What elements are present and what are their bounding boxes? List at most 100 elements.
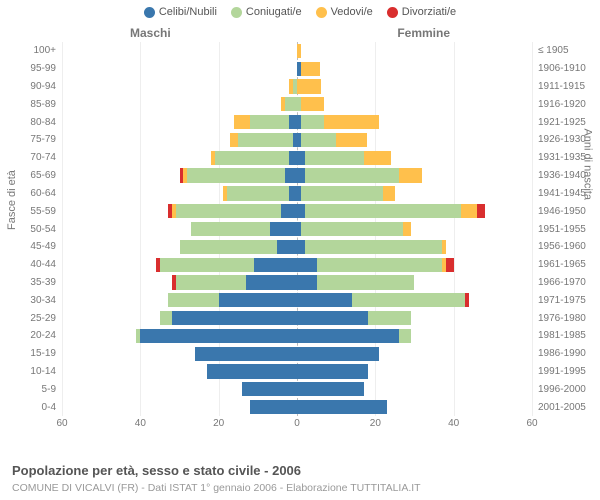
segment-married (176, 275, 247, 289)
segment-married (368, 311, 411, 325)
bar-male (62, 275, 297, 289)
segment-married (305, 204, 462, 218)
age-row: 5-91996-2000 (62, 380, 532, 398)
age-label: 90-94 (30, 81, 56, 92)
bar-female (297, 329, 532, 343)
segment-married (250, 115, 289, 129)
legend-label: Divorziati/e (402, 6, 456, 18)
age-label: 70-74 (30, 152, 56, 163)
bar-male (62, 62, 297, 76)
segment-widowed (230, 133, 238, 147)
bar-male (62, 329, 297, 343)
segment-single (297, 329, 399, 343)
segment-widowed (297, 79, 321, 93)
segment-divorced (477, 204, 485, 218)
bar-female (297, 44, 532, 58)
segment-single (289, 186, 297, 200)
age-row: 25-291976-1980 (62, 309, 532, 327)
age-row: 80-841921-1925 (62, 113, 532, 131)
age-label: 30-34 (30, 295, 56, 306)
bar-male (62, 79, 297, 93)
segment-divorced (446, 258, 454, 272)
bar-female (297, 240, 532, 254)
birth-year-label: 1941-1945 (538, 188, 586, 199)
segment-widowed (324, 115, 379, 129)
bar-male (62, 364, 297, 378)
segment-married (180, 240, 278, 254)
segment-married (160, 311, 172, 325)
age-row: 65-691936-1940 (62, 167, 532, 185)
legend-item: Coniugati/e (231, 6, 302, 18)
segment-married (399, 329, 411, 343)
age-row: 90-941911-1915 (62, 78, 532, 96)
bar-female (297, 311, 532, 325)
birth-year-label: 1921-1925 (538, 117, 586, 128)
segment-married (305, 168, 399, 182)
gender-label-male: Maschi (130, 26, 171, 40)
legend-item: Divorziati/e (387, 6, 456, 18)
bar-male (62, 222, 297, 236)
segment-single (140, 329, 297, 343)
bar-male (62, 347, 297, 361)
x-tick-label: 20 (213, 418, 224, 429)
bar-female (297, 400, 532, 414)
segment-widowed (301, 62, 321, 76)
bar-male (62, 400, 297, 414)
population-pyramid-chart: Celibi/NubiliConiugati/eVedovi/eDivorzia… (0, 0, 600, 500)
segment-single (270, 222, 297, 236)
age-label: 45-49 (30, 241, 56, 252)
birth-year-label: 1991-1995 (538, 366, 586, 377)
age-row: 50-541951-1955 (62, 220, 532, 238)
birth-year-label: 1936-1940 (538, 170, 586, 181)
segment-married (187, 168, 285, 182)
segment-married (176, 204, 282, 218)
bar-female (297, 258, 532, 272)
segment-married (215, 151, 289, 165)
segment-single (207, 364, 297, 378)
segment-widowed (442, 240, 446, 254)
bar-male (62, 293, 297, 307)
bar-female (297, 204, 532, 218)
segment-single (195, 347, 297, 361)
bar-male (62, 240, 297, 254)
age-row: 35-391966-1970 (62, 274, 532, 292)
bar-female (297, 151, 532, 165)
age-row: 30-341971-1975 (62, 291, 532, 309)
age-label: 95-99 (30, 63, 56, 74)
legend-label: Coniugati/e (246, 6, 302, 18)
age-label: 25-29 (30, 313, 56, 324)
birth-year-label: 1966-1970 (538, 277, 586, 288)
segment-married (317, 275, 415, 289)
bar-male (62, 311, 297, 325)
bar-male (62, 151, 297, 165)
segment-widowed (301, 97, 325, 111)
x-tick-label: 20 (370, 418, 381, 429)
bar-female (297, 275, 532, 289)
age-label: 5-9 (42, 384, 56, 395)
segment-single (297, 347, 379, 361)
segment-single (219, 293, 297, 307)
segment-married (160, 258, 254, 272)
segment-single (297, 382, 364, 396)
x-tick-label: 60 (56, 418, 67, 429)
birth-year-label: 1971-1975 (538, 295, 586, 306)
segment-widowed (364, 151, 391, 165)
segment-single (297, 204, 305, 218)
bar-male (62, 97, 297, 111)
segment-single (285, 168, 297, 182)
age-label: 60-64 (30, 188, 56, 199)
legend-label: Celibi/Nubili (159, 6, 217, 18)
segment-married (305, 240, 442, 254)
segment-single (297, 151, 305, 165)
segment-single (242, 382, 297, 396)
x-tick-label: 60 (526, 418, 537, 429)
age-label: 65-69 (30, 170, 56, 181)
bar-female (297, 186, 532, 200)
birth-year-label: 1986-1990 (538, 348, 586, 359)
segment-widowed (383, 186, 395, 200)
segment-single (277, 240, 297, 254)
segment-single (289, 151, 297, 165)
x-axis-ticks: 6040200204060 (62, 418, 532, 434)
bar-female (297, 79, 532, 93)
age-label: 0-4 (42, 402, 56, 413)
